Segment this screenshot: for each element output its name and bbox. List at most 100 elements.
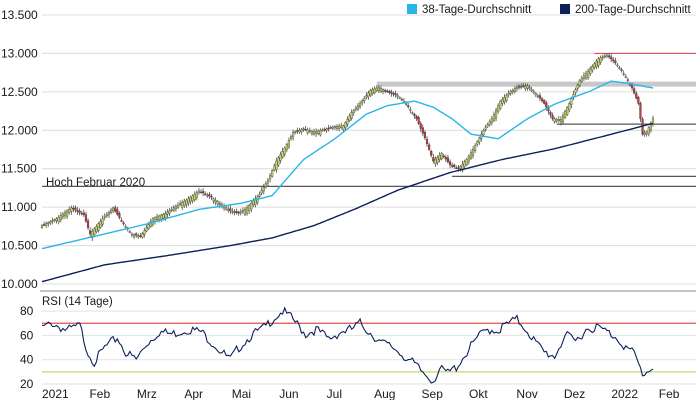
candle-182 <box>421 124 424 136</box>
candle-24 <box>91 228 94 242</box>
candle-158 <box>371 87 374 96</box>
candle-191 <box>440 151 443 161</box>
xtick-5: Jun <box>279 387 298 400</box>
xtick-6: Jul <box>327 387 342 400</box>
candle-150 <box>354 105 357 112</box>
rsi-ytick-40: 40 <box>20 353 34 367</box>
candle-203 <box>465 157 468 167</box>
candle-267 <box>599 55 602 65</box>
candle-108 <box>266 177 270 187</box>
candle-81 <box>210 193 213 201</box>
candle-269 <box>603 53 606 59</box>
candle-198 <box>455 165 458 170</box>
candle-42 <box>128 230 131 234</box>
candle-33 <box>109 207 113 215</box>
candle-146 <box>346 116 349 127</box>
candle-216 <box>492 111 496 123</box>
rsi-reference-lines <box>42 322 696 373</box>
candle-3 <box>47 221 50 227</box>
candle-4 <box>49 220 52 226</box>
candle-40 <box>124 224 127 229</box>
candle-98 <box>245 204 249 216</box>
candle-7 <box>55 217 58 224</box>
xtick-13: Feb <box>659 387 680 400</box>
candle-10 <box>61 211 64 220</box>
price-ytick-12500: 12.500 <box>1 85 38 99</box>
candle-132 <box>317 129 320 136</box>
candle-248 <box>559 116 563 126</box>
candle-232 <box>526 83 529 91</box>
candle-280 <box>626 77 629 83</box>
price-y-tick-labels: 10.000 10.500 11.000 11.500 12.000 12.500 13.0… <box>1 8 38 291</box>
candle-157 <box>369 88 372 97</box>
candle-257 <box>578 78 581 88</box>
candle-96 <box>241 207 244 215</box>
xtick-2: Mrz <box>137 387 157 400</box>
candle-151 <box>356 102 360 111</box>
candle-38 <box>120 217 123 223</box>
candle-171 <box>398 96 401 100</box>
candle-97 <box>243 206 247 216</box>
candle-264 <box>593 62 596 70</box>
x-axis-tick-labels: 2021 Feb Mrz Apr Mai Jun Jul Aug Sep Okt Nov Dez 202… <box>42 387 680 400</box>
candle-104 <box>258 191 261 198</box>
candle-80 <box>208 191 211 199</box>
candle-78 <box>204 191 207 196</box>
rsi-gridlines <box>42 310 696 385</box>
candle-183 <box>423 130 426 140</box>
candle-202 <box>463 159 466 169</box>
legend-label-sma38: 38-Tage-Durchschnitt <box>422 4 532 16</box>
candle-126 <box>304 125 307 131</box>
candle-99 <box>248 203 251 215</box>
candle-128 <box>308 127 311 134</box>
candle-141 <box>335 124 339 131</box>
candle-112 <box>275 157 278 173</box>
candle-223 <box>507 90 510 98</box>
candle-230 <box>522 83 525 88</box>
candle-162 <box>379 85 383 94</box>
sma200-line <box>41 122 654 283</box>
candle-208 <box>476 140 479 147</box>
candle-71 <box>189 195 192 205</box>
candle-125 <box>302 127 305 132</box>
candlestick-series <box>40 53 655 242</box>
candle-288 <box>643 130 646 137</box>
candle-164 <box>384 88 387 94</box>
candle-239 <box>541 96 544 103</box>
candle-49 <box>143 228 146 238</box>
candle-94 <box>237 210 240 216</box>
candle-64 <box>174 204 177 212</box>
xtick-3: Apr <box>184 387 203 400</box>
candle-28 <box>99 218 102 229</box>
candle-273 <box>612 56 615 64</box>
candle-276 <box>618 66 621 70</box>
xtick-8: Sep <box>422 387 444 400</box>
candle-243 <box>549 110 552 119</box>
candle-147 <box>348 113 351 123</box>
price-ytick-13000: 13.000 <box>1 46 38 60</box>
candle-74 <box>195 190 198 201</box>
candle-65 <box>176 202 180 210</box>
candle-194 <box>446 154 450 164</box>
candle-263 <box>591 64 594 73</box>
candle-106 <box>262 183 265 195</box>
candle-172 <box>400 97 403 101</box>
candle-37 <box>118 211 121 220</box>
candle-23 <box>89 227 92 238</box>
candle-50 <box>145 224 148 233</box>
candle-224 <box>509 89 512 96</box>
candle-123 <box>298 127 301 134</box>
candle-72 <box>191 194 194 204</box>
candle-270 <box>605 53 609 58</box>
candle-201 <box>461 160 464 173</box>
candle-159 <box>373 85 376 95</box>
candle-22 <box>86 218 90 231</box>
candle-44 <box>132 233 136 240</box>
candle-236 <box>534 91 537 98</box>
xtick-9: Okt <box>469 387 488 400</box>
candle-122 <box>296 127 299 135</box>
candle-70 <box>187 195 190 206</box>
candle-278 <box>622 70 625 76</box>
candle-260 <box>584 70 588 80</box>
candle-17 <box>76 207 79 215</box>
